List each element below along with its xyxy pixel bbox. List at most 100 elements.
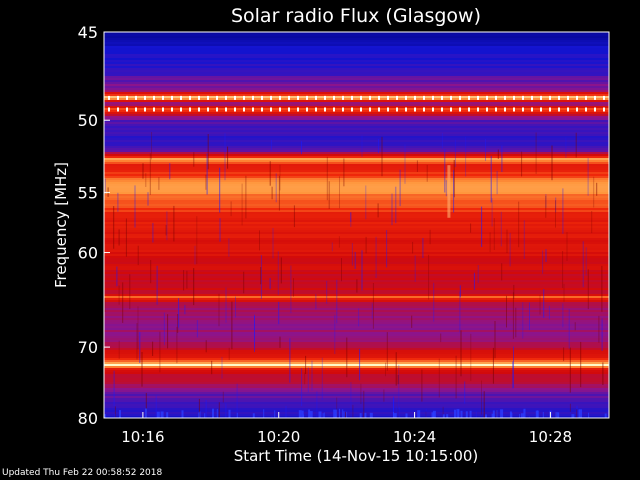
spectrum-row <box>104 54 609 56</box>
noise-streak <box>574 322 576 331</box>
spectrum-row <box>104 138 609 140</box>
noise-streak <box>393 396 395 418</box>
noise-streak <box>114 413 116 418</box>
spectrum-row <box>104 352 609 354</box>
noise-streak <box>225 403 227 418</box>
spectrum-row <box>104 148 609 150</box>
noise-streak <box>428 254 430 300</box>
carrier-dot <box>279 95 281 100</box>
interference-spike <box>496 410 498 418</box>
noise-streak <box>562 188 564 234</box>
noise-streak <box>270 139 272 151</box>
carrier-dot <box>315 107 317 112</box>
noise-streak <box>566 232 568 261</box>
spectrum-row <box>104 306 609 308</box>
spectrum-row <box>104 412 609 414</box>
spectrum-row <box>104 206 609 208</box>
noise-streak <box>205 340 207 353</box>
noise-streak <box>152 222 154 243</box>
noise-streak <box>236 383 238 418</box>
noise-streak <box>321 357 323 401</box>
spectrum-row <box>104 400 609 402</box>
noise-streak <box>493 218 495 250</box>
carrier-dot <box>117 95 119 100</box>
noise-streak <box>422 238 424 258</box>
interference-spike <box>523 408 526 418</box>
spectrum-row <box>104 366 609 368</box>
noise-streak <box>433 282 435 322</box>
spectrum-row <box>104 154 609 156</box>
noise-streak <box>601 318 603 351</box>
noise-streak <box>346 337 348 378</box>
spectrum-row <box>104 156 609 158</box>
carrier-dot <box>594 107 596 112</box>
spectrum-row <box>104 244 609 246</box>
noise-streak <box>278 301 280 325</box>
spectrum-row <box>104 408 609 410</box>
noise-streak <box>219 167 221 213</box>
noise-streak <box>149 153 151 195</box>
spectrum-row <box>104 226 609 228</box>
noise-streak <box>497 149 499 159</box>
carrier-dot <box>477 107 479 112</box>
noise-streak <box>205 174 207 190</box>
noise-streak <box>173 205 175 242</box>
carrier-dot <box>576 107 578 112</box>
interference-spike <box>500 409 504 418</box>
noise-streak <box>576 409 578 418</box>
carrier-dot <box>252 107 254 112</box>
carrier-dot <box>396 107 398 112</box>
interference-spike <box>571 414 575 418</box>
noise-streak <box>271 415 273 418</box>
noise-streak <box>470 223 472 233</box>
interference-spike <box>359 413 362 418</box>
spectrum-row <box>104 42 609 44</box>
noise-streak <box>576 405 578 418</box>
spectrum-row <box>104 202 609 204</box>
noise-streak <box>118 285 120 305</box>
noise-streak <box>293 278 294 297</box>
interference-spike <box>335 409 337 418</box>
spectrum-row <box>104 256 609 258</box>
noise-streak <box>515 307 517 338</box>
interference-spike <box>301 410 304 418</box>
carrier-dot <box>504 95 506 100</box>
spectrum-row <box>104 212 609 214</box>
spectrum-row <box>104 200 609 202</box>
spectrum-row <box>104 318 609 320</box>
noise-streak <box>354 252 356 269</box>
carrier-dot <box>198 107 200 112</box>
interference-spike <box>417 410 421 418</box>
spectrum-row <box>104 40 609 42</box>
spectrum-row <box>104 48 609 50</box>
chart-title: Solar radio Flux (Glasgow) <box>231 5 481 27</box>
carrier-dot <box>531 107 533 112</box>
noise-streak <box>151 132 152 160</box>
interference-spike <box>322 413 324 418</box>
y-tick-label: 55 <box>78 183 98 202</box>
noise-streak <box>254 314 255 347</box>
noise-streak <box>125 218 127 257</box>
noise-streak <box>509 232 511 267</box>
carrier-dot <box>144 107 146 112</box>
spectrum-row <box>104 240 609 242</box>
spectrum-row <box>104 262 609 264</box>
x-tick-label: 10:20 <box>257 428 300 446</box>
interference-spike <box>535 410 539 418</box>
spectrum-row <box>104 300 609 302</box>
carrier-dot <box>342 95 344 100</box>
spectrum-row <box>104 394 609 396</box>
noise-streak <box>304 372 306 385</box>
noise-streak <box>351 243 353 266</box>
spectrum-row <box>104 302 609 304</box>
spectrum-row <box>104 122 609 124</box>
carrier-dot <box>486 95 488 100</box>
interference-spike <box>308 409 311 418</box>
noise-streak <box>350 382 352 410</box>
carrier-dot <box>207 107 209 112</box>
noise-streak <box>235 296 236 318</box>
spectrum-row <box>104 384 609 386</box>
noise-streak <box>290 265 292 314</box>
carrier-dot <box>270 95 272 100</box>
